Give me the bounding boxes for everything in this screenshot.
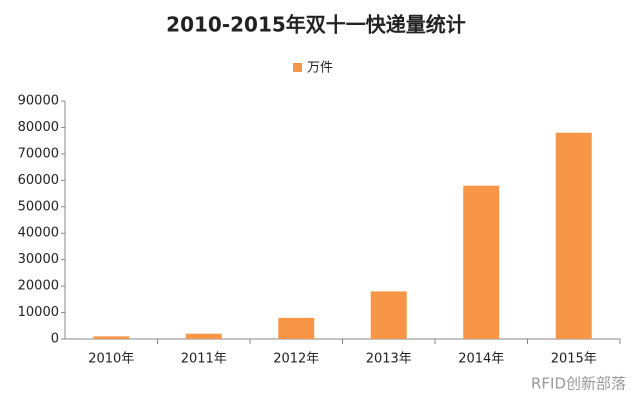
y-tick-label: 70000 xyxy=(18,146,59,161)
x-tick-label: 2010年 xyxy=(88,352,134,367)
y-tick-label: 80000 xyxy=(18,120,59,135)
y-tick-label: 0 xyxy=(51,332,59,347)
y-tick-label: 90000 xyxy=(18,94,59,109)
y-tick-label: 30000 xyxy=(18,252,59,267)
chart-title: 2010-2015年双十一快递量统计 xyxy=(166,13,466,37)
legend-swatch xyxy=(293,63,302,72)
y-tick-label: 60000 xyxy=(18,173,59,188)
bar xyxy=(370,291,407,339)
y-tick-label: 50000 xyxy=(18,199,59,214)
x-tick-label: 2012年 xyxy=(273,352,319,367)
watermark: RFID创新部落 xyxy=(531,375,626,393)
bar xyxy=(278,317,315,339)
bar xyxy=(93,336,130,339)
x-tick-label: 2015年 xyxy=(551,352,597,367)
legend-label: 万件 xyxy=(307,61,333,76)
y-tick-label: 10000 xyxy=(18,305,59,320)
x-tick-label: 2013年 xyxy=(366,352,412,367)
bar xyxy=(463,185,500,339)
x-tick-label: 2014年 xyxy=(458,352,504,367)
bar xyxy=(185,333,222,339)
bar xyxy=(555,132,592,339)
y-tick-label: 20000 xyxy=(18,279,59,294)
y-tick-label: 40000 xyxy=(18,226,59,241)
x-tick-label: 2011年 xyxy=(181,352,227,367)
